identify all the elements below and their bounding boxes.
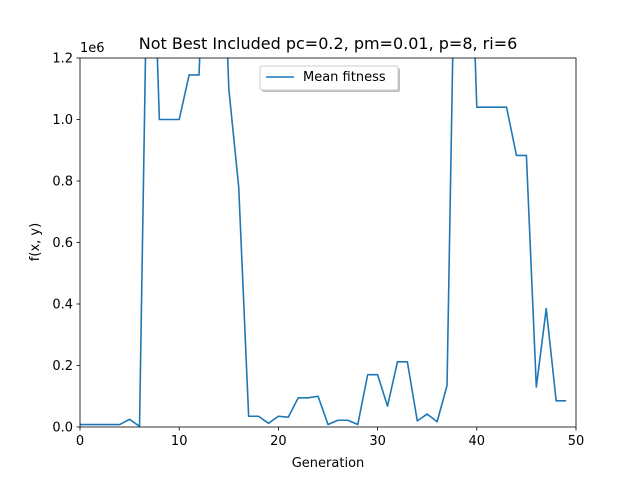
y-tick-label: 0.6 [52, 236, 73, 251]
x-tick-label: 0 [76, 434, 84, 449]
x-axis-ticks: 0 10 20 30 40 50 [76, 427, 584, 449]
x-axis-label: Generation [292, 456, 365, 471]
x-tick-label: 10 [171, 434, 188, 449]
x-tick-label: 20 [270, 434, 287, 449]
x-tick-label: 40 [469, 434, 486, 449]
y-offset-text: 1e6 [80, 41, 105, 56]
series-line-mean-fitness [80, 58, 567, 427]
y-axis-label: f(x, y) [28, 223, 43, 261]
legend: Mean fitness [259, 65, 400, 92]
legend-frame [259, 65, 399, 91]
plot-frame [79, 57, 577, 428]
y-axis-ticks: 0.0 0.2 0.4 0.6 0.8 1.0 1.2 [52, 52, 80, 436]
series-layer [80, 58, 567, 427]
x-tick-label: 30 [369, 434, 386, 449]
y-tick-label: 0.8 [52, 175, 73, 190]
x-tick-label: 50 [568, 434, 585, 449]
y-tick-label: 1.0 [52, 113, 73, 128]
chart-title: Not Best Included pc=0.2, pm=0.01, p=8, … [139, 34, 518, 53]
legend-label: Mean fitness [303, 70, 386, 85]
y-tick-label: 1.2 [52, 52, 73, 67]
y-tick-label: 0.4 [52, 298, 73, 313]
y-tick-label: 0.2 [52, 359, 73, 374]
y-tick-label: 0.0 [52, 421, 73, 436]
